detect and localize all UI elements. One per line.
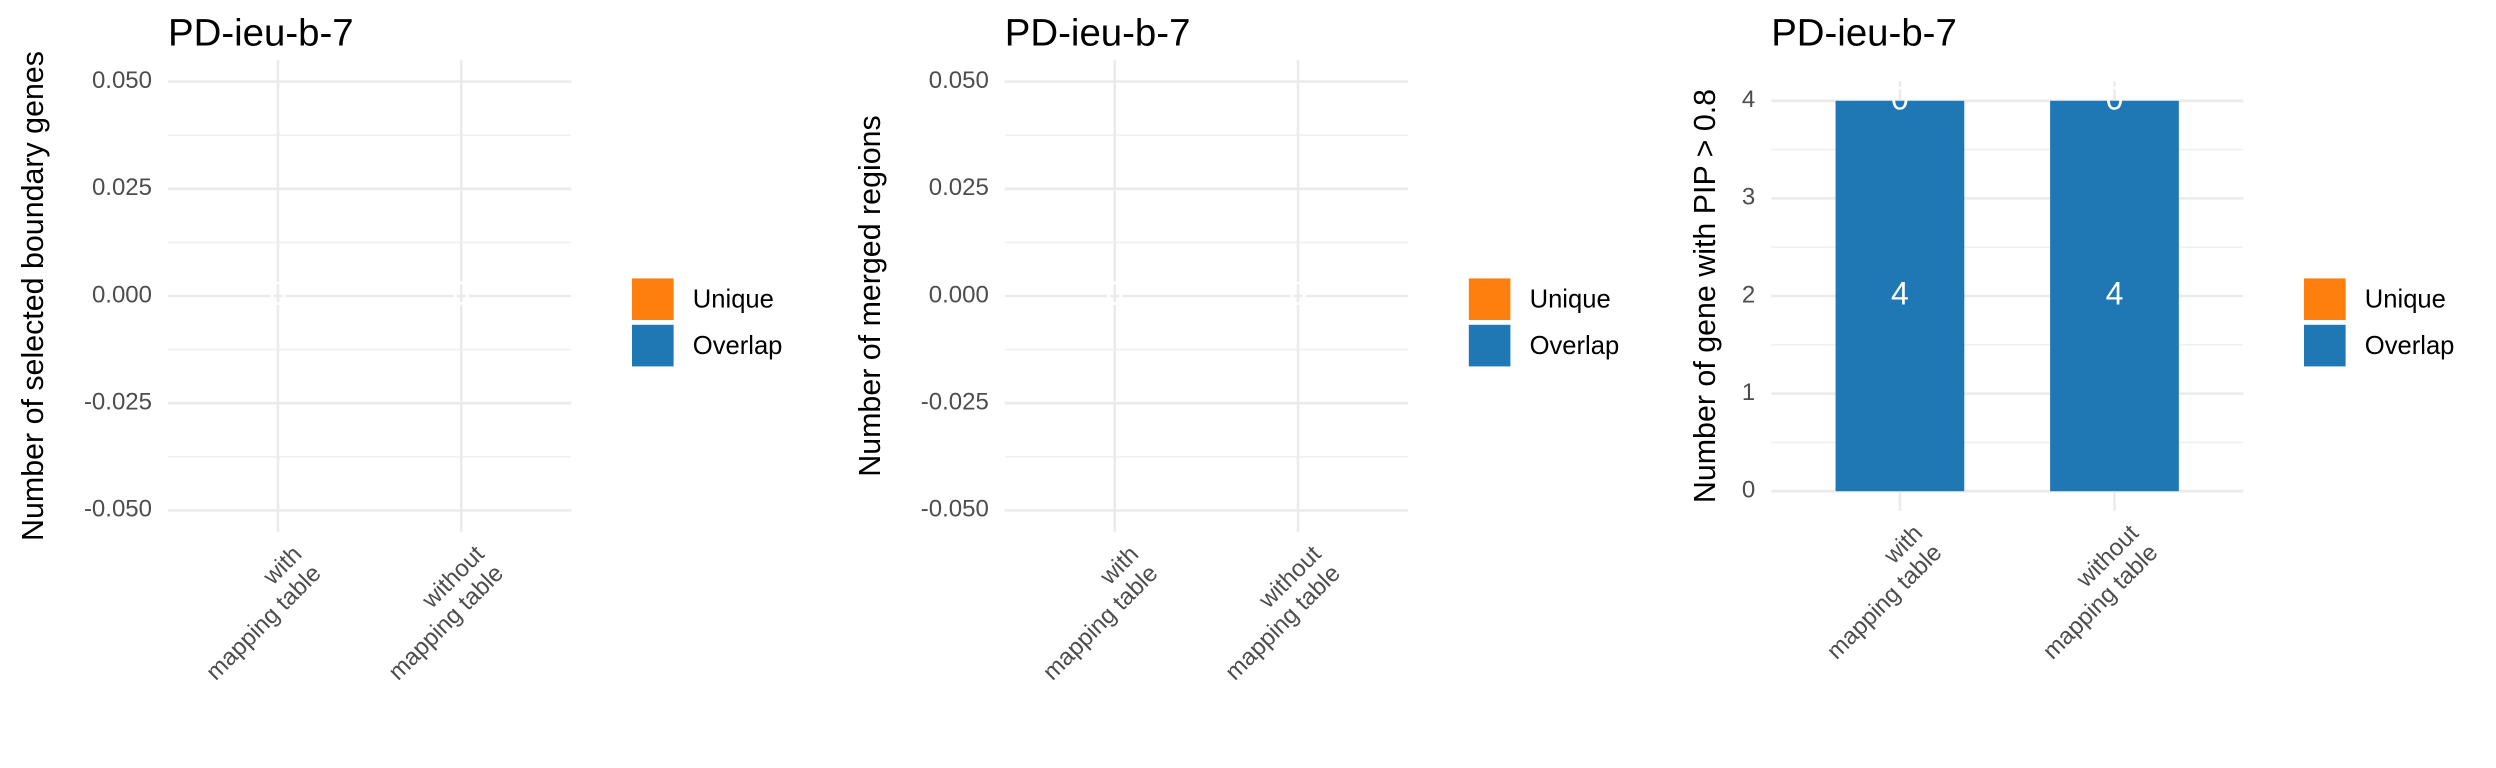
y-axis-title: Number of gene with PIP > 0.8 [1688, 89, 1722, 503]
bar [1835, 100, 1965, 492]
y-tick-label: 0.025 [929, 174, 989, 201]
y-tick-label: 0 [1742, 477, 1755, 504]
y-tick-label: 0.050 [929, 67, 989, 94]
value-label: 4 [2106, 275, 2124, 311]
legend-swatch [632, 324, 674, 367]
value-label: 0 [1289, 275, 1307, 311]
y-tick-label: 3 [1742, 184, 1755, 211]
y-tick-label: 0.000 [92, 281, 152, 308]
value-label: 0 [1891, 80, 1909, 116]
y-tick-label: -0.050 [84, 496, 152, 523]
legend-swatch [2304, 278, 2346, 320]
chart-title: PD-ieu-b-7 [1005, 11, 1191, 54]
y-tick-label: -0.050 [921, 496, 989, 523]
value-label: 0 [1106, 275, 1124, 311]
y-axis-title: Number of selected boundary genes [16, 51, 50, 541]
value-label: 4 [1891, 275, 1909, 311]
y-tick-label: -0.025 [84, 389, 152, 416]
y-tick-label: 0.000 [929, 281, 989, 308]
y-tick-label: -0.025 [921, 389, 989, 416]
legend-label: Unique [2365, 286, 2446, 314]
value-label: 0 [1106, 275, 1124, 311]
chart-title: PD-ieu-b-7 [1771, 11, 1957, 54]
y-tick-label: 4 [1742, 86, 1755, 113]
y-tick-label: 2 [1742, 281, 1755, 308]
legend-swatch [2304, 324, 2346, 367]
legend-swatch [632, 278, 674, 320]
legend-label: Unique [1530, 286, 1611, 314]
value-label: 0 [2106, 80, 2124, 116]
chart-title: PD-ieu-b-7 [168, 11, 354, 54]
y-tick-label: 1 [1742, 379, 1755, 406]
legend-label: Overlap [2365, 332, 2455, 360]
legend-label: Overlap [693, 332, 783, 360]
legend-swatch [1468, 278, 1511, 320]
value-label: 0 [269, 275, 287, 311]
value-label: 0 [1289, 275, 1307, 311]
legend-label: Unique [693, 286, 774, 314]
legend-swatch [1468, 324, 1511, 367]
y-axis-title: Number of merged regions [853, 115, 887, 476]
y-tick-label: 0.025 [92, 174, 152, 201]
y-tick-label: 0.050 [92, 67, 152, 94]
value-label: 0 [269, 275, 287, 311]
value-label: 0 [452, 275, 470, 311]
value-label: 0 [452, 275, 470, 311]
legend-label: Overlap [1530, 332, 1620, 360]
bar [2050, 100, 2179, 492]
